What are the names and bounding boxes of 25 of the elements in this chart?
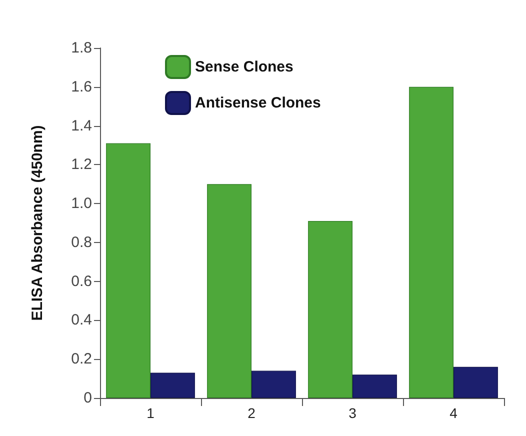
bar bbox=[454, 366, 498, 398]
bar bbox=[252, 370, 296, 398]
y-tick-label: 1.6 bbox=[71, 78, 92, 96]
x-tick-label: 3 bbox=[348, 405, 357, 421]
y-tick-label: 0.4 bbox=[71, 312, 92, 329]
y-tick-label: 0 bbox=[84, 390, 92, 406]
y-axis-title: ELISA Absorbance (450nm) bbox=[29, 125, 46, 321]
y-tick-label: 0.8 bbox=[71, 234, 92, 251]
y-tick-label: 0.2 bbox=[71, 350, 92, 368]
bar bbox=[308, 221, 352, 398]
bar bbox=[409, 86, 454, 398]
bar bbox=[352, 374, 397, 398]
x-tick-label: 1 bbox=[146, 405, 155, 421]
y-tick-label: 1.4 bbox=[71, 117, 92, 134]
bar bbox=[150, 372, 195, 398]
y-tick-label: 1.8 bbox=[71, 40, 92, 56]
legend-label: Sense Clones bbox=[195, 58, 294, 76]
x-tick-label: 2 bbox=[248, 405, 256, 421]
y-tick-label: 1.2 bbox=[71, 156, 92, 174]
x-tick-label: 4 bbox=[450, 405, 458, 421]
bar bbox=[106, 143, 150, 398]
legend-label: Antisense Clones bbox=[195, 94, 321, 112]
y-tick-label: 1.0 bbox=[71, 195, 92, 212]
y-tick-label: 0.6 bbox=[71, 272, 92, 290]
bar bbox=[207, 184, 252, 398]
